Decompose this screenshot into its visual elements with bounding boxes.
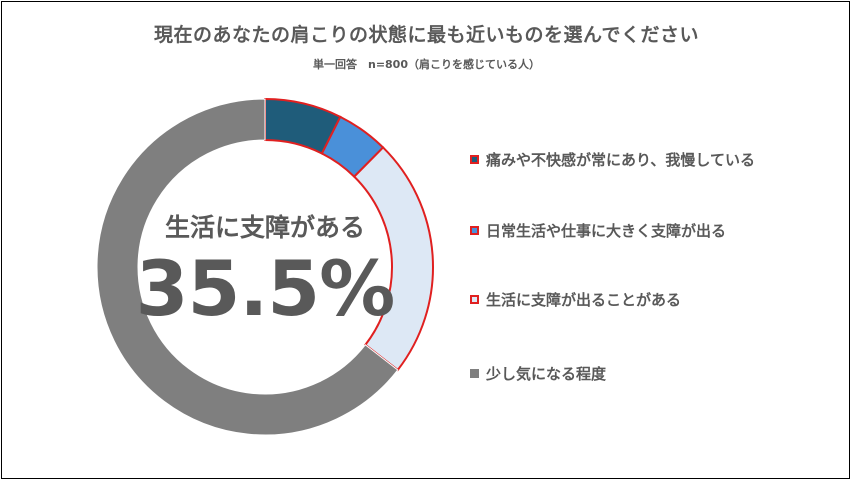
legend-swatch-1 (470, 225, 479, 235)
chart-subtitle: 単一回答 n=800（肩こりを感じている人） (312, 58, 540, 71)
donut-slice-3 (96, 98, 399, 436)
legend-item: 少し気になる程度 (470, 362, 606, 384)
legend-label: 少し気になる程度 (486, 364, 607, 383)
legend-swatch-3 (470, 368, 479, 378)
legend-item: 日常生活や仕事に大きく支障が出る (470, 219, 726, 241)
center-value: 35.5% (135, 244, 396, 333)
legend-label: 日常生活や仕事に大きく支障が出る (486, 221, 727, 240)
legend-label: 痛みや不快感が常にあり、我慢している (486, 150, 755, 169)
center-label: 生活に支障がある (164, 213, 365, 242)
chart-title: 現在のあなたの肩こりの状態に最も近いものを選んでください (153, 24, 700, 46)
legend-swatch-0 (470, 154, 479, 164)
legend-item: 痛みや不快感が常にあり、我慢している (470, 148, 755, 170)
donut-slices (96, 97, 434, 436)
legend-swatch-2 (470, 294, 479, 304)
legend-item: 生活に支障が出ることがある (470, 288, 681, 310)
legend-label: 生活に支障が出ることがある (486, 290, 682, 309)
